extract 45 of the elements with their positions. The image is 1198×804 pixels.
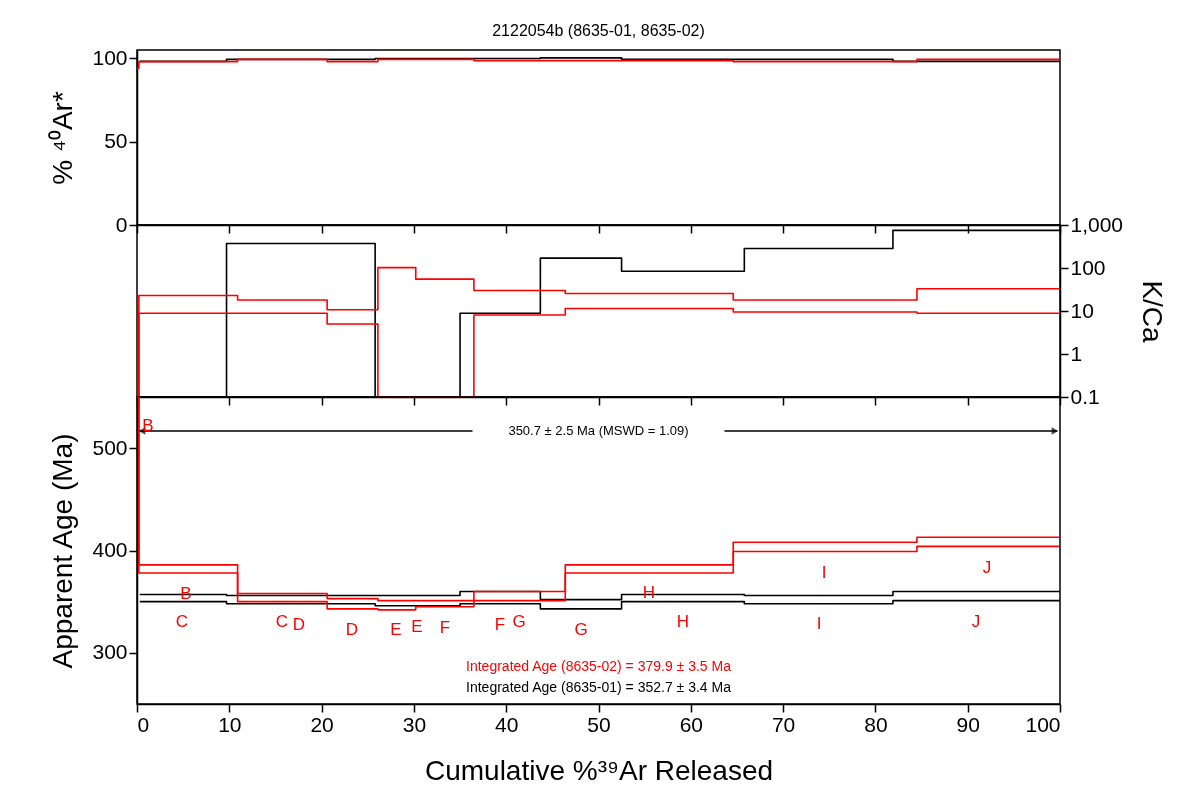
y2-axis-title: K/Ca	[1137, 280, 1169, 344]
annotation: G	[512, 612, 526, 631]
annotation: C	[275, 612, 289, 631]
annotation: G	[574, 620, 588, 639]
annotation: J	[971, 612, 981, 631]
y-tick-label: 50	[104, 129, 128, 153]
y2-tick-label: 10	[1070, 298, 1094, 322]
annotation: I	[816, 614, 822, 633]
x-tick-label: 30	[402, 712, 427, 736]
annotation: Integrated Age (8635-01) = 352.7 ± 3.4 Ma	[466, 679, 732, 695]
annotation: D	[345, 620, 359, 639]
y-axis-title: % ⁴⁰Ar*	[47, 91, 79, 185]
y-tick-label: 100	[92, 45, 128, 69]
y-tick-label: 400	[92, 538, 128, 561]
x-tick-label: 20	[310, 712, 334, 736]
annotation: D	[292, 615, 306, 634]
x-tick-label: 0	[137, 712, 150, 736]
annotation: E	[390, 620, 402, 639]
annotation: F	[439, 618, 451, 637]
annotation: 350.7 ± 2.5 Ma (MSWD = 1.09)	[508, 423, 689, 438]
y2-tick-label: 1	[1070, 341, 1083, 365]
x-tick-label: 80	[864, 712, 888, 736]
annotation: Integrated Age (8635-02) = 379.9 ± 3.5 Ma	[466, 658, 732, 674]
annotation: F	[494, 615, 506, 634]
y-tick-label: 300	[92, 640, 128, 664]
annotation: H	[676, 612, 690, 631]
x-tick-label: 100	[1025, 712, 1061, 736]
x-tick-label: 50	[587, 712, 611, 736]
x-tick-label: 90	[956, 712, 980, 736]
y2-tick-label: 100	[1070, 255, 1106, 279]
y2-tick-label: 1,000	[1070, 212, 1124, 236]
y-tick-label: 500	[92, 435, 128, 459]
annotation: J	[982, 558, 992, 577]
annotation: E	[411, 617, 423, 636]
x-tick-label: 40	[495, 712, 519, 736]
annotation: C	[175, 612, 189, 631]
chart-title: 2122054b (8635-01, 8635-02)	[492, 22, 705, 40]
y-axis-title: Apparent Age (Ma)	[47, 433, 79, 669]
x-tick-label: 10	[218, 712, 242, 736]
annotation: I	[821, 563, 827, 582]
x-tick-label: 70	[771, 712, 796, 736]
x-tick-label: 60	[679, 712, 703, 736]
y-tick-label: 0	[115, 212, 128, 236]
x-axis-title: Cumulative %³⁹Ar Released	[424, 754, 774, 786]
y2-tick-label: 0.1	[1070, 384, 1100, 408]
